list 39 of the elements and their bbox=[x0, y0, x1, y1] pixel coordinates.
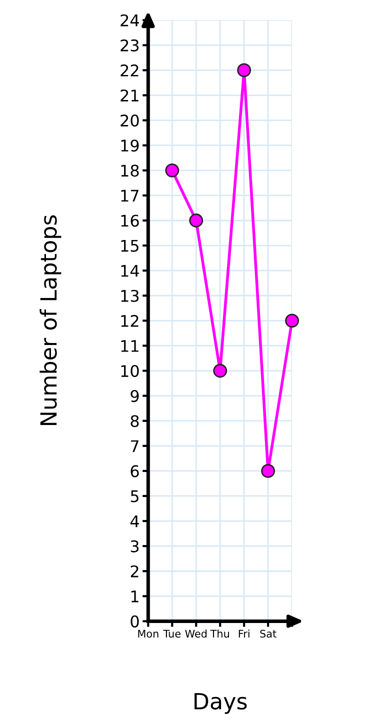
y-tick-label: 13 bbox=[121, 290, 139, 302]
point bbox=[213, 364, 228, 378]
y-tick-label: 21 bbox=[120, 89, 138, 102]
y-tick-label: 9 bbox=[130, 390, 139, 402]
y-tick-label: 4 bbox=[130, 515, 139, 528]
point bbox=[165, 163, 180, 178]
y-tick-label: 14 bbox=[121, 265, 139, 277]
y-tick-label: 7 bbox=[130, 440, 138, 452]
y-tick-label: 1 bbox=[131, 590, 138, 602]
y-tick-label: 8 bbox=[130, 415, 139, 428]
point bbox=[237, 63, 252, 78]
y-tick-label: 5 bbox=[130, 490, 138, 502]
x-tick-label: Sat bbox=[260, 630, 276, 638]
point bbox=[261, 464, 276, 478]
x-tick-label: Mon bbox=[138, 630, 158, 638]
y-tick-label: 0 bbox=[130, 615, 139, 628]
point bbox=[285, 314, 299, 328]
x-tick-label: Fri bbox=[238, 630, 250, 638]
y-tick-label: 20 bbox=[120, 114, 139, 127]
y-tick-label: 15 bbox=[121, 240, 138, 252]
y-tick-label: 12 bbox=[121, 314, 138, 327]
y-tick-label: 2 bbox=[130, 565, 138, 578]
y-tick-label: 18 bbox=[121, 164, 139, 177]
y-tick-label: 24 bbox=[120, 14, 139, 26]
y-tick-label: 22 bbox=[120, 64, 138, 76]
y-tick-label: 19 bbox=[121, 140, 139, 152]
y-tick-label: 16 bbox=[121, 214, 139, 227]
y-axis-title: Number of Laptops bbox=[40, 215, 62, 425]
y-tick-label: 23 bbox=[120, 39, 139, 52]
point bbox=[189, 214, 204, 228]
x-tick-label: Thu bbox=[210, 630, 229, 638]
x-axis-title: Days bbox=[194, 693, 247, 714]
x-tick-label: Wed bbox=[185, 630, 207, 638]
y-tick-label: 3 bbox=[130, 540, 139, 552]
y-tick-label: 6 bbox=[130, 465, 139, 478]
y-tick-label: 10 bbox=[121, 364, 139, 378]
x-tick-label: Tue bbox=[163, 630, 180, 638]
y-tick-label: 11 bbox=[121, 340, 138, 352]
y-tick-label: 17 bbox=[121, 190, 138, 202]
